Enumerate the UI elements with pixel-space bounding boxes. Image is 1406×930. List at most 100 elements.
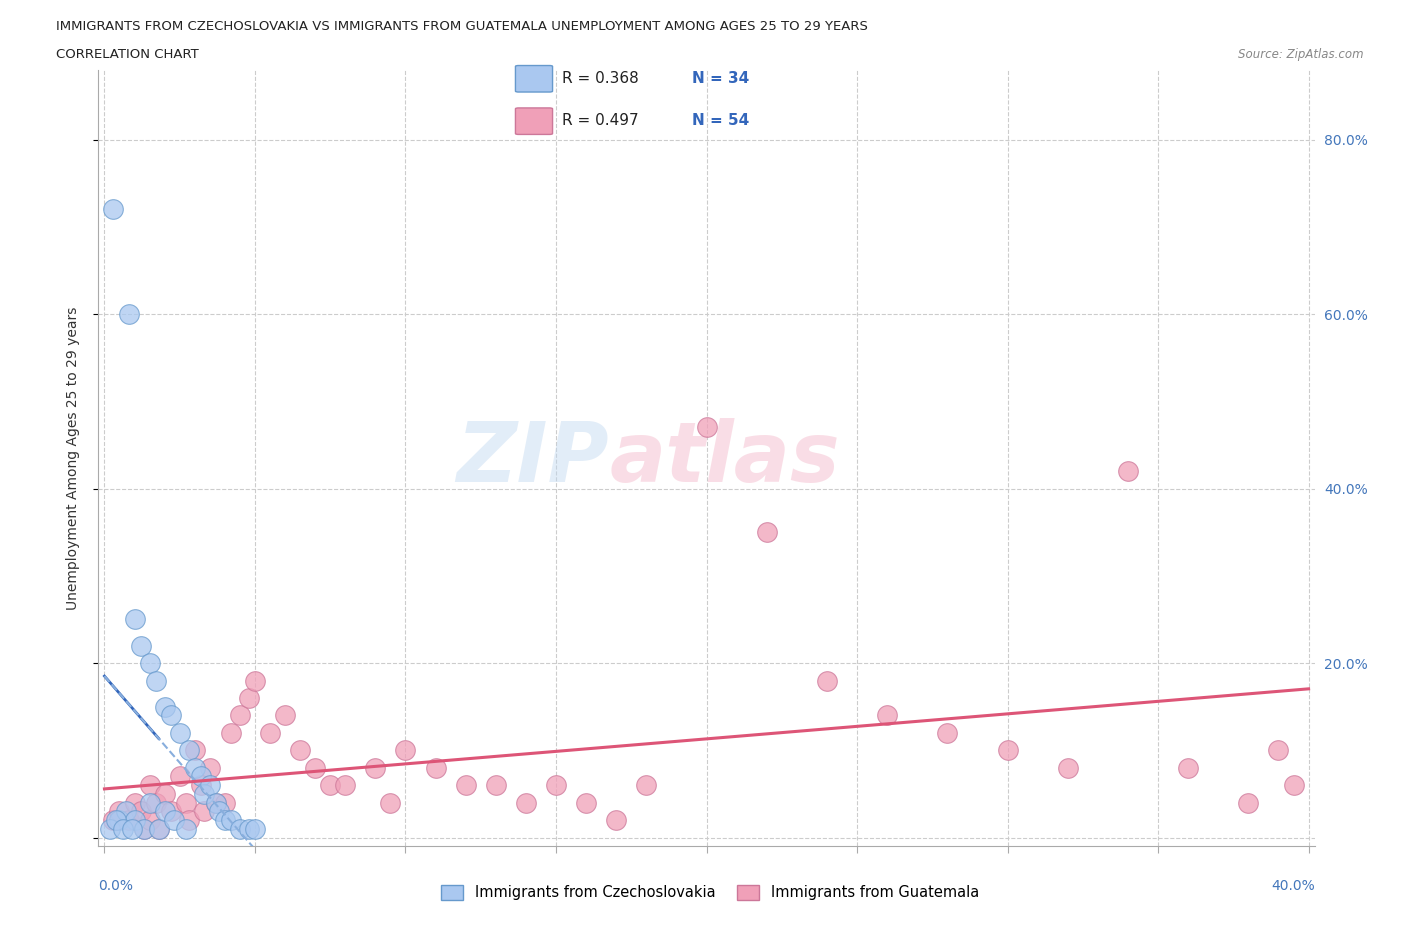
Point bbox=[117, 813, 139, 828]
Point bbox=[169, 725, 191, 740]
Point bbox=[163, 813, 186, 828]
Point bbox=[755, 525, 778, 539]
Text: N = 54: N = 54 bbox=[692, 113, 749, 128]
Point bbox=[205, 795, 228, 810]
Point bbox=[129, 804, 152, 818]
Point bbox=[190, 777, 212, 792]
Point bbox=[1282, 777, 1305, 792]
Point bbox=[132, 821, 155, 836]
Point bbox=[117, 307, 139, 322]
Point bbox=[1237, 795, 1260, 810]
Point bbox=[169, 769, 191, 784]
Text: Source: ZipAtlas.com: Source: ZipAtlas.com bbox=[1239, 48, 1364, 61]
Point bbox=[219, 813, 242, 828]
Point bbox=[108, 813, 131, 828]
Point bbox=[124, 612, 146, 627]
Point bbox=[575, 795, 598, 810]
Point bbox=[997, 743, 1019, 758]
Point bbox=[335, 777, 357, 792]
Point bbox=[1056, 761, 1078, 776]
Point bbox=[184, 761, 207, 776]
Point bbox=[238, 691, 260, 706]
Point bbox=[111, 821, 134, 836]
Point bbox=[193, 787, 215, 802]
Point bbox=[184, 743, 207, 758]
Point bbox=[454, 777, 477, 792]
Point bbox=[364, 761, 387, 776]
Point bbox=[205, 795, 228, 810]
Point bbox=[145, 795, 167, 810]
Point bbox=[319, 777, 342, 792]
Point bbox=[198, 761, 221, 776]
Point bbox=[229, 821, 252, 836]
Point bbox=[208, 804, 231, 818]
Point bbox=[108, 804, 131, 818]
Point bbox=[394, 743, 416, 758]
Point bbox=[153, 804, 176, 818]
Point bbox=[636, 777, 658, 792]
Point bbox=[425, 761, 447, 776]
Legend: Immigrants from Czechoslovakia, Immigrants from Guatemala: Immigrants from Czechoslovakia, Immigran… bbox=[436, 879, 984, 906]
Point bbox=[605, 813, 627, 828]
Point bbox=[105, 813, 128, 828]
Point bbox=[515, 795, 537, 810]
Point bbox=[259, 725, 281, 740]
Point bbox=[148, 821, 170, 836]
Text: 0.0%: 0.0% bbox=[98, 879, 134, 893]
Point bbox=[380, 795, 402, 810]
Point bbox=[219, 725, 242, 740]
Text: N = 34: N = 34 bbox=[692, 71, 749, 86]
Point bbox=[238, 821, 260, 836]
Point bbox=[124, 813, 146, 828]
Point bbox=[100, 821, 122, 836]
Point bbox=[876, 708, 898, 723]
Point bbox=[148, 821, 170, 836]
Point bbox=[138, 813, 160, 828]
Point bbox=[1116, 464, 1139, 479]
Point bbox=[138, 777, 160, 792]
Y-axis label: Unemployment Among Ages 25 to 29 years: Unemployment Among Ages 25 to 29 years bbox=[66, 306, 80, 610]
Point bbox=[177, 813, 200, 828]
Point bbox=[1267, 743, 1289, 758]
Text: R = 0.497: R = 0.497 bbox=[562, 113, 638, 128]
FancyBboxPatch shape bbox=[516, 108, 553, 135]
Text: IMMIGRANTS FROM CZECHOSLOVAKIA VS IMMIGRANTS FROM GUATEMALA UNEMPLOYMENT AMONG A: IMMIGRANTS FROM CZECHOSLOVAKIA VS IMMIGR… bbox=[56, 20, 868, 33]
Point bbox=[229, 708, 252, 723]
Point bbox=[138, 656, 160, 671]
FancyBboxPatch shape bbox=[516, 65, 553, 92]
Point bbox=[121, 821, 143, 836]
Point bbox=[304, 761, 326, 776]
Point bbox=[198, 777, 221, 792]
Point bbox=[103, 202, 125, 217]
Point bbox=[288, 743, 311, 758]
Point bbox=[274, 708, 297, 723]
Point bbox=[145, 673, 167, 688]
Point bbox=[936, 725, 959, 740]
Point bbox=[485, 777, 508, 792]
Text: R = 0.368: R = 0.368 bbox=[562, 71, 638, 86]
Point bbox=[243, 673, 266, 688]
Point bbox=[190, 769, 212, 784]
Point bbox=[214, 795, 236, 810]
Text: ZIP: ZIP bbox=[457, 418, 609, 498]
Point bbox=[103, 813, 125, 828]
Point bbox=[174, 795, 197, 810]
Point bbox=[177, 743, 200, 758]
Point bbox=[544, 777, 567, 792]
Text: CORRELATION CHART: CORRELATION CHART bbox=[56, 48, 200, 61]
Point bbox=[159, 804, 181, 818]
Point bbox=[153, 699, 176, 714]
Text: 40.0%: 40.0% bbox=[1271, 879, 1315, 893]
Point bbox=[696, 420, 718, 435]
Point bbox=[124, 795, 146, 810]
Text: atlas: atlas bbox=[609, 418, 839, 498]
Point bbox=[159, 708, 181, 723]
Point bbox=[138, 795, 160, 810]
Point bbox=[114, 804, 136, 818]
Point bbox=[132, 821, 155, 836]
Point bbox=[193, 804, 215, 818]
Point bbox=[174, 821, 197, 836]
Point bbox=[815, 673, 838, 688]
Point bbox=[129, 638, 152, 653]
Point bbox=[1177, 761, 1199, 776]
